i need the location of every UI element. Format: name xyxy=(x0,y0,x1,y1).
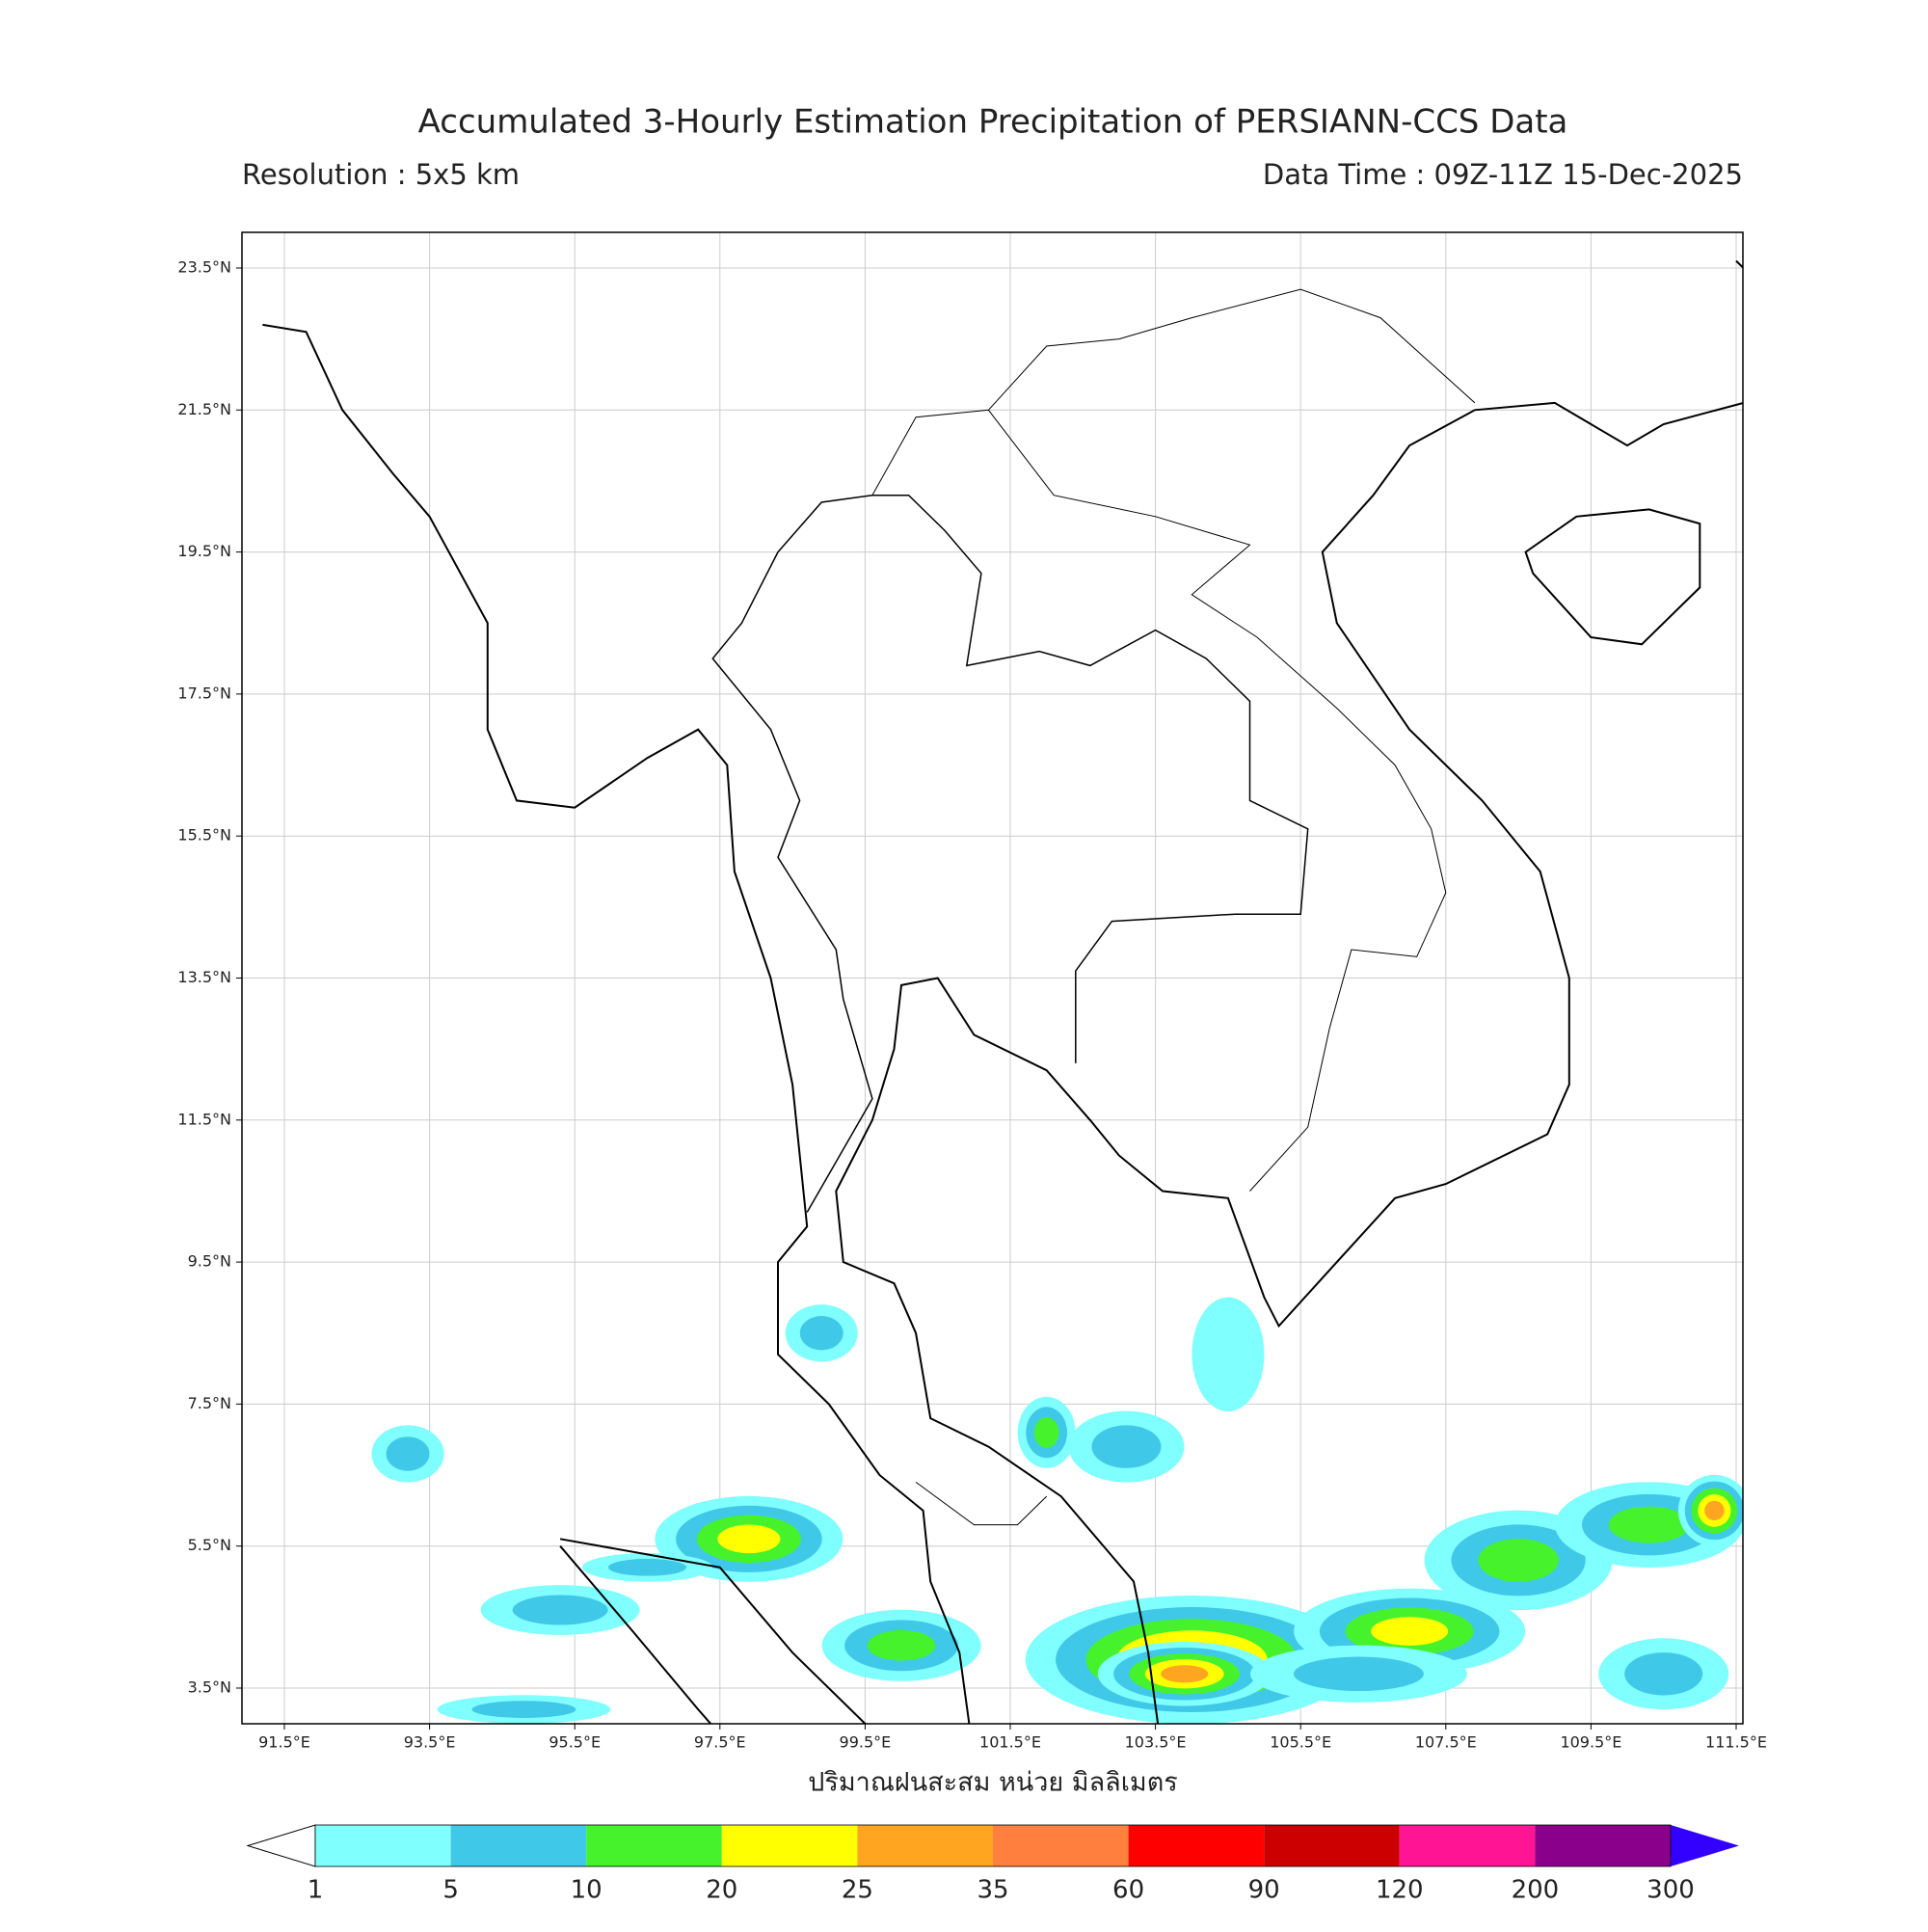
colorbar: 1 5 10 20 25 35 60 90 120 200 300 xyxy=(246,1824,1739,1905)
colorbar-level: 1 xyxy=(308,1876,324,1905)
colorbar-box xyxy=(993,1825,1129,1866)
border xyxy=(915,1481,1048,1526)
rain-area xyxy=(1624,1652,1703,1696)
rain-area xyxy=(717,1524,781,1554)
rain-area xyxy=(608,1558,686,1576)
lon-label: 99.5°E xyxy=(840,1733,892,1752)
colorbar-level: 200 xyxy=(1512,1876,1560,1905)
colorbar-box xyxy=(857,1825,993,1866)
lat-label: 7.5°N xyxy=(188,1394,231,1412)
colorbar-level: 35 xyxy=(977,1876,1008,1905)
lon-label: 105.5°E xyxy=(1270,1733,1331,1752)
colorbar-label: ปริมาณฝนสะสม หน่วย มิลลิเมตร xyxy=(808,1768,1178,1798)
data-time: Data Time : 09Z-11Z 15-Dec-2025 xyxy=(1263,158,1743,191)
rain-area xyxy=(1608,1506,1690,1543)
border xyxy=(711,551,873,1213)
border xyxy=(777,494,1309,1063)
colorbar-box xyxy=(450,1825,587,1866)
colorbar-level: 25 xyxy=(842,1876,873,1905)
lat-label: 5.5°N xyxy=(188,1536,231,1554)
lon-label: 109.5°E xyxy=(1560,1733,1621,1752)
lon-label: 95.5°E xyxy=(549,1733,601,1752)
rain-area xyxy=(867,1629,936,1661)
colorbar-level: 5 xyxy=(442,1876,459,1905)
colorbar-level: 60 xyxy=(1112,1876,1144,1905)
rain-area xyxy=(1091,1425,1162,1468)
coastline xyxy=(559,1545,712,1724)
colorbar-level: 300 xyxy=(1647,1876,1695,1905)
colorbar-box xyxy=(721,1825,858,1866)
border xyxy=(871,288,1476,496)
lat-label: 19.5°N xyxy=(177,542,231,560)
colorbar-box xyxy=(1399,1825,1536,1866)
rain-area xyxy=(1478,1539,1559,1582)
lon-label: 97.5°E xyxy=(694,1733,746,1752)
colorbar-box xyxy=(586,1825,722,1866)
colorbar-level: 10 xyxy=(571,1876,602,1905)
colorbar-over xyxy=(1671,1825,1739,1866)
coastline xyxy=(559,1538,867,1724)
lon-label: 91.5°E xyxy=(258,1733,310,1752)
rain-area xyxy=(1704,1500,1725,1520)
colorbar-under xyxy=(246,1824,316,1867)
coastlines xyxy=(262,259,1743,1724)
coastline xyxy=(262,323,971,1724)
coastline xyxy=(1735,259,1743,269)
lat-label: 17.5°N xyxy=(177,684,231,702)
colorbar-box xyxy=(315,1825,451,1866)
lat-label: 23.5°N xyxy=(177,258,231,277)
lat-label: 15.5°N xyxy=(177,826,231,845)
border xyxy=(988,409,1447,1192)
lat-label: 11.5°N xyxy=(177,1110,231,1128)
colorbar-box xyxy=(1128,1825,1265,1866)
precipitation xyxy=(371,1297,1743,1724)
colorbar-outline xyxy=(314,1824,1672,1867)
colorbar-level: 20 xyxy=(706,1876,737,1905)
lat-label: 13.5°N xyxy=(177,968,231,986)
map-frame xyxy=(241,231,1744,1725)
rain-area xyxy=(512,1595,608,1625)
rain-area xyxy=(799,1315,844,1351)
rain-area xyxy=(471,1701,576,1718)
colorbar-level: 90 xyxy=(1248,1876,1280,1905)
rain-area xyxy=(1033,1417,1059,1448)
coastline xyxy=(1524,508,1701,646)
title: Accumulated 3-Hourly Estimation Precipit… xyxy=(418,103,1568,142)
lat-label: 9.5°N xyxy=(188,1252,231,1271)
lat-label: 3.5°N xyxy=(188,1678,231,1697)
lat-label: 21.5°N xyxy=(177,400,231,418)
lon-label: 93.5°E xyxy=(404,1733,456,1752)
lon-label: 101.5°E xyxy=(979,1733,1041,1752)
rain-area xyxy=(1161,1665,1209,1683)
lon-label: 107.5°E xyxy=(1415,1733,1477,1752)
colorbar-box xyxy=(1535,1825,1671,1866)
rain-area xyxy=(1192,1297,1265,1412)
rain-area xyxy=(1293,1656,1424,1692)
map-grid xyxy=(236,232,1743,1730)
rain-area xyxy=(386,1436,430,1471)
lon-label: 111.5°E xyxy=(1705,1733,1767,1752)
coastline xyxy=(835,401,1743,1724)
resolution: Resolution : 5x5 km xyxy=(242,158,520,191)
lon-label: 103.5°E xyxy=(1125,1733,1187,1752)
rain-area xyxy=(1371,1617,1449,1646)
colorbar-box xyxy=(1264,1825,1400,1866)
colorbar-level: 120 xyxy=(1376,1876,1424,1905)
